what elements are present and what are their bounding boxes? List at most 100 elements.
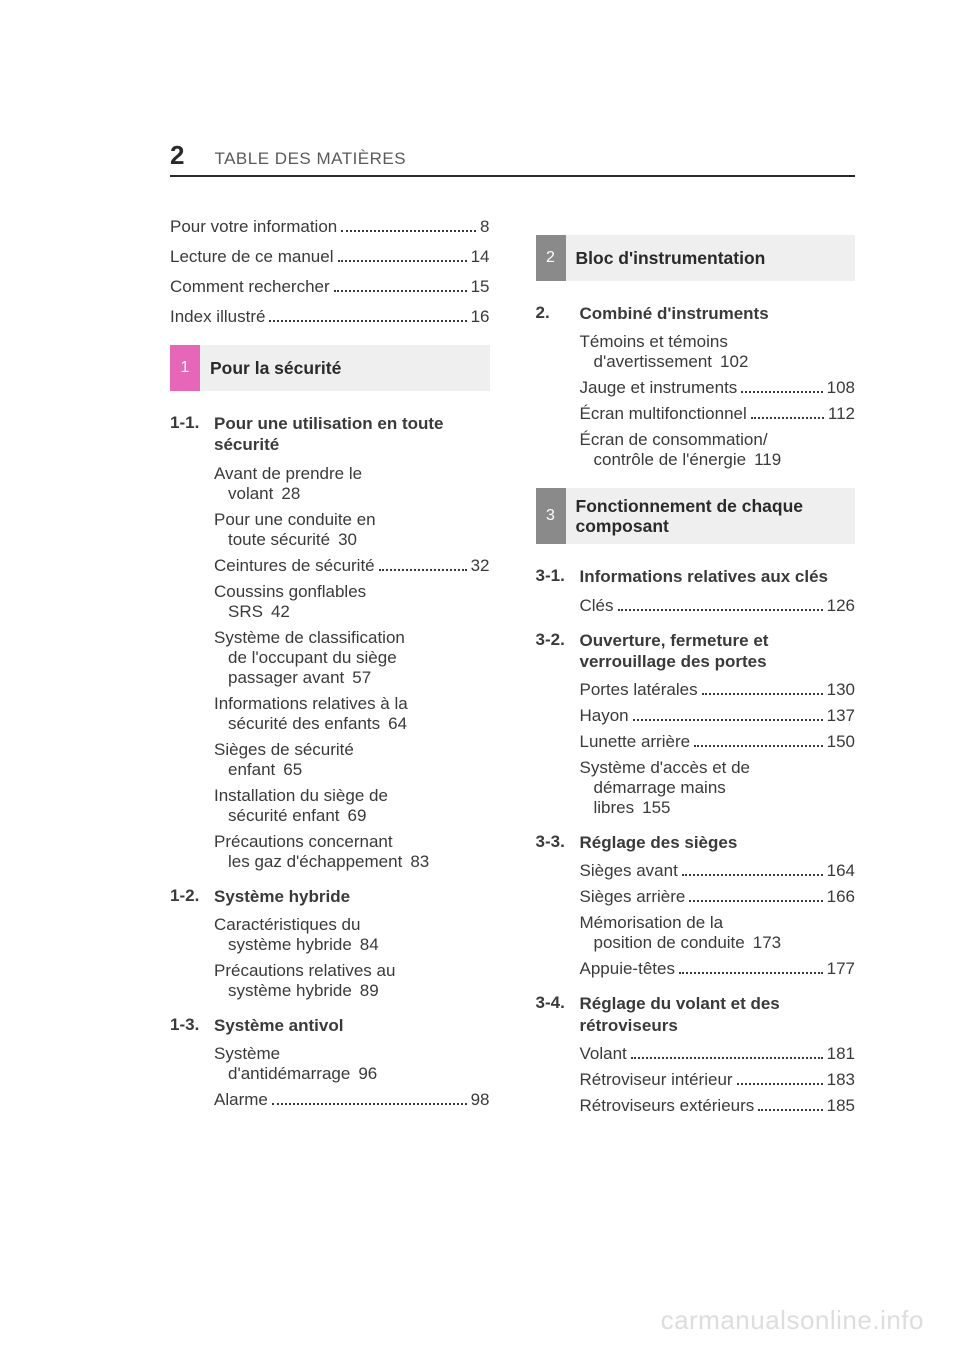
toc-page: 177 <box>827 959 855 979</box>
toc-entry: Installation du siège desécurité enfant6… <box>214 786 490 826</box>
toc-entry: Système de classificationde l'occupant d… <box>214 628 490 688</box>
toc-entry: Écran de consommation/contrôle de l'éner… <box>580 430 856 470</box>
toc-entries: Volant181 Rétroviseur intérieur183 Rétrovi… <box>536 1044 856 1116</box>
toc-label: SRS <box>228 602 263 621</box>
toc-label: Précautions relatives au <box>214 961 395 981</box>
toc-entry: Lunette arrière 150 <box>580 732 856 752</box>
toc-label: Système d'accès et de <box>580 758 751 778</box>
toc-label: Volant <box>580 1044 627 1064</box>
subsection-heading: 1-3.Système antivol <box>170 1015 490 1036</box>
section-title-2: Bloc d'instrumentation <box>566 235 856 281</box>
toc-label: système hybride <box>228 935 352 954</box>
toc-page: 83 <box>410 852 429 871</box>
subsection-title: Système hybride <box>214 886 350 907</box>
toc-label: Pour une conduite en <box>214 510 376 530</box>
toc-label: volant <box>228 484 273 503</box>
toc-page: 69 <box>348 806 367 825</box>
subsection-heading: 1-1.Pour une utilisation en toute sécuri… <box>170 413 490 456</box>
subsection-title: Réglage du volant et des rétroviseurs <box>580 993 856 1036</box>
toc-entry: Clés126 <box>580 596 856 616</box>
right-sections: 3-1.Informations relatives aux clés Clés1… <box>536 566 856 1116</box>
subsection-title: Combiné d'instruments <box>580 303 769 324</box>
toc-entry: Précautions relatives ausystème hybride8… <box>214 961 490 1001</box>
toc-page: 15 <box>471 277 490 297</box>
toc-entry: Hayon137 <box>580 706 856 726</box>
subsection-heading: 1-2.Système hybride <box>170 886 490 907</box>
subsection-number: 1-3. <box>170 1015 214 1036</box>
subsection-title: Pour une utilisation en toute sécurité <box>214 413 490 456</box>
toc-label: passager avant <box>228 668 344 687</box>
toc-entries: Témoins et témoinsd'avertissement102 Jaug… <box>536 332 856 470</box>
toc-label: d'avertissement <box>594 352 713 371</box>
toc-label: Installation du siège de <box>214 786 388 806</box>
toc-label: d'antidémarrage <box>228 1064 350 1083</box>
toc-leader-dots <box>269 320 466 322</box>
subsection-title: Système antivol <box>214 1015 343 1036</box>
toc-leader-dots <box>272 1103 467 1105</box>
toc-entry: Sièges avant164 <box>580 861 856 881</box>
intro-block: Pour votre information8Lecture de ce man… <box>170 217 490 327</box>
toc-leader-dots <box>338 260 467 262</box>
subsection-heading: 3-2.Ouverture, fermeture et verrouillage… <box>536 630 856 673</box>
section-banner-2: 2 Bloc d'instrumentation <box>536 235 856 281</box>
toc-entry: Témoins et témoinsd'avertissement102 <box>580 332 856 372</box>
toc-entries: Systèmed'antidémarrage96Alarme98 <box>170 1044 490 1110</box>
toc-page: 150 <box>827 732 855 752</box>
subsection-number: 2. <box>536 303 580 324</box>
toc-label: Caractéristiques du <box>214 915 360 935</box>
toc-leader-dots <box>679 972 823 974</box>
toc-entry: Rétroviseurs extérieurs185 <box>580 1096 856 1116</box>
toc-label: Ceintures de sécurité <box>214 556 375 576</box>
section-title-1: Pour la sécurité <box>200 345 490 391</box>
subsection-title: Informations relatives aux clés <box>580 566 829 587</box>
toc-leader-dots <box>741 391 822 393</box>
watermark: carmanualsonline.info <box>661 1305 924 1336</box>
toc-label: Rétroviseurs extérieurs <box>580 1096 755 1116</box>
toc-leader-dots <box>379 569 467 571</box>
section-title-3: Fonctionnement de chaque composant <box>566 488 856 544</box>
toc-entries: Portes latérales130 Hayon137 Lunette arriè… <box>536 680 856 818</box>
toc-label: Système <box>214 1044 280 1064</box>
subsection-number: 3-2. <box>536 630 580 673</box>
toc-label: les gaz d'échappement <box>228 852 402 871</box>
toc-label: Témoins et témoins <box>580 332 728 352</box>
toc-label: Jauge et instruments <box>580 378 738 398</box>
subsection-heading: 3-1.Informations relatives aux clés <box>536 566 856 587</box>
toc-entry: Informations relatives à lasécurité des … <box>214 694 490 734</box>
toc-page: 28 <box>281 484 300 503</box>
toc-page: 112 <box>828 404 855 424</box>
toc-label: contrôle de l'énergie <box>594 450 747 469</box>
toc-leader-dots <box>633 719 823 721</box>
section-chip-2: 2 <box>536 235 566 281</box>
toc-page: 16 <box>471 307 490 327</box>
subsection-number: 3-4. <box>536 993 580 1036</box>
toc-label: libres <box>594 798 635 817</box>
toc-leader-dots <box>694 745 823 747</box>
toc-page: 183 <box>827 1070 855 1090</box>
toc-label: Écran multifonctionnel <box>580 404 747 424</box>
toc-label: Système de classification <box>214 628 405 648</box>
subsection-number: 3-3. <box>536 832 580 853</box>
subsection-number: 1-2. <box>170 886 214 907</box>
toc-entry: Sièges de sécuritéenfant65 <box>214 740 490 780</box>
toc-entry: Précautions concernantles gaz d'échappem… <box>214 832 490 872</box>
toc-label: position de conduite <box>594 933 745 952</box>
toc-label: système hybride <box>228 981 352 1000</box>
section-chip-3: 3 <box>536 488 566 544</box>
toc-entry: Rétroviseur intérieur183 <box>580 1070 856 1090</box>
toc-leader-dots <box>689 900 822 902</box>
toc-label: Sièges arrière <box>580 887 686 907</box>
toc-entry: Écran multifonctionnel 112 <box>580 404 856 424</box>
toc-label: Pour votre information <box>170 217 337 237</box>
toc-label: Alarme <box>214 1090 268 1110</box>
toc-entry: Portes latérales130 <box>580 680 856 700</box>
toc-entry: Volant181 <box>580 1044 856 1064</box>
toc-label: Avant de prendre le <box>214 464 362 484</box>
toc-label: Lunette arrière <box>580 732 691 752</box>
toc-label: Écran de consommation/ <box>580 430 768 450</box>
subsection-number: 1-1. <box>170 413 214 456</box>
toc-label: toute sécurité <box>228 530 330 549</box>
toc-page: 96 <box>358 1064 377 1083</box>
toc-entry: Système d'accès et dedémarrage mainslibr… <box>580 758 856 818</box>
subsection-number: 3-1. <box>536 566 580 587</box>
